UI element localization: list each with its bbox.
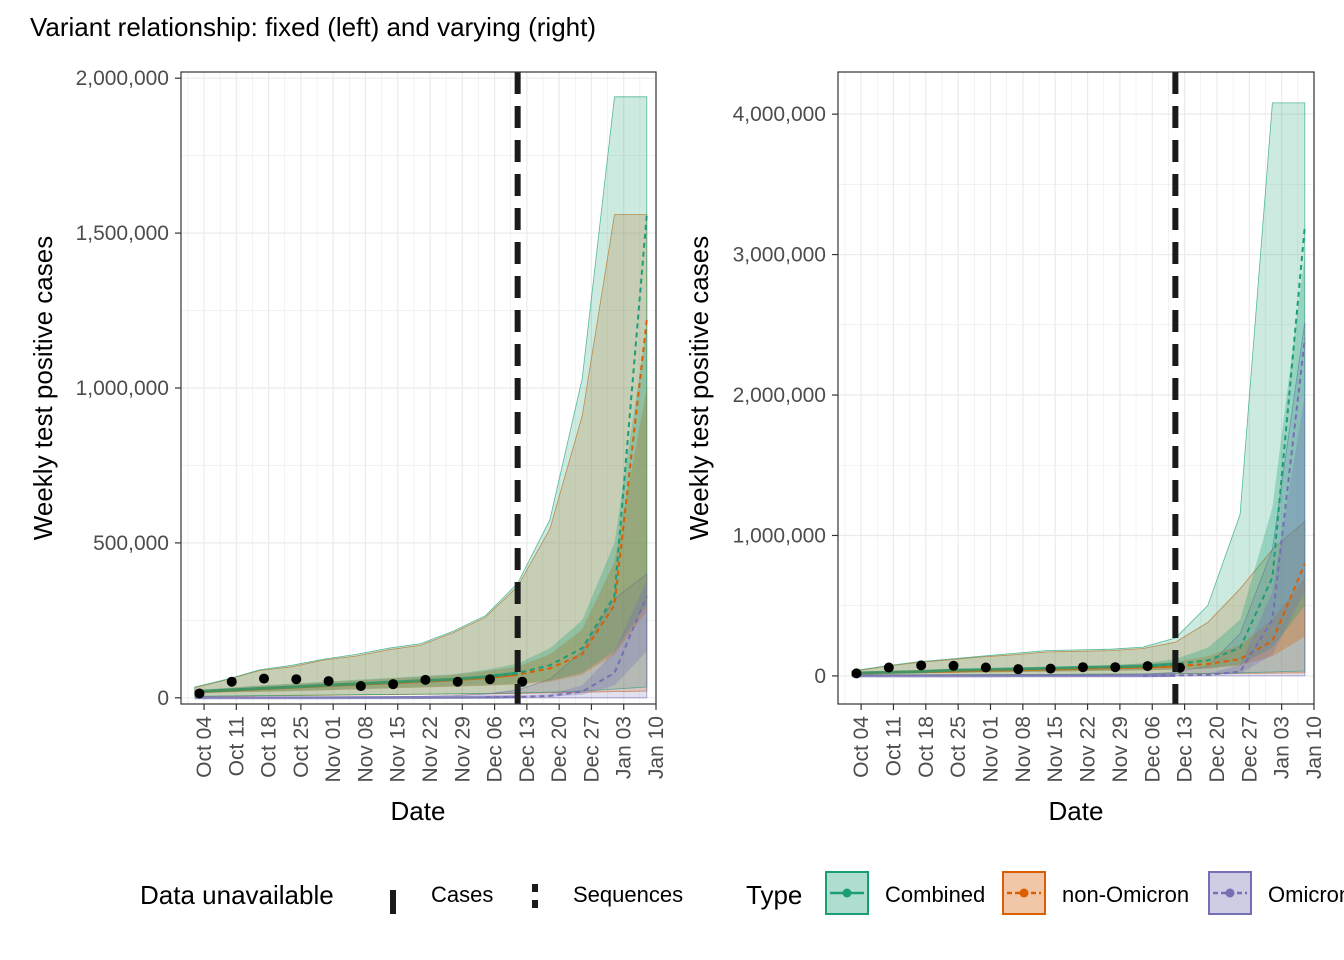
non-omicron-median-dashed-line [1142,563,1306,669]
x-tick-label: Dec 27 [1238,716,1261,783]
figure-title: Variant relationship: fixed (left) and v… [30,12,596,42]
legend: Data unavailable Cases Sequences Type Co… [140,871,1344,916]
y-tick-label: 4,000,000 [733,103,826,126]
x-tick-label: Dec 06 [484,716,507,783]
legend-cases-label: Cases [431,882,493,907]
combined-median-dashed-line [1142,226,1306,668]
x-tick-label: Nov 22 [419,716,442,783]
grid-lines [181,72,657,704]
case-point [484,674,495,685]
x-tick-label: Dec 20 [548,716,571,783]
x-tick-label: Oct 04 [850,716,873,778]
y-tick-label: 3,000,000 [733,244,826,267]
legend-type-label: non-Omicron [1062,882,1189,907]
x-tick-label: Nov 15 [387,716,410,783]
case-point [948,660,959,671]
legend-item-omicron: Omicron [1208,871,1344,915]
panel-background [838,72,1314,704]
panel-border [837,71,1315,705]
y-tick-label: 1,500,000 [76,222,169,245]
grid-lines [838,72,1315,704]
right-panel-varying: 0 1,000,000 2,000,000 3,000,000 4,000,000 Oct… [684,71,1326,826]
x-tick-label: Dec 27 [580,716,603,783]
omicron-inner-ribbon [194,580,647,698]
case-point [194,688,205,699]
case-point [1013,664,1024,675]
y-tick-label: 500,000 [93,532,169,555]
case-point [452,676,463,687]
y-tick-label: 2,000,000 [733,384,826,407]
plot-area [851,72,1306,704]
case-point [355,681,366,692]
plot-area [194,72,648,704]
x-tick-label: Oct 18 [258,716,281,778]
x-tick-label: Oct 25 [290,716,313,778]
legend-type-label: Combined [885,882,985,907]
x-tick-label: Oct 25 [947,716,970,778]
case-point [291,674,302,685]
combined-median-dashed-line [485,214,648,678]
omicron-median-solid-line [194,695,518,700]
x-tick-label: Jan 10 [1303,716,1326,779]
case-point [1077,662,1088,673]
legend-type-title: Type [746,880,802,910]
combined-median-solid-line [194,671,518,694]
x-tick-label: Dec 06 [1141,716,1164,783]
legend-item-combined: Combined [825,871,985,915]
case-point [259,673,270,684]
x-tick-label: Oct 11 [225,716,248,776]
legend-type-label: Omicron [1268,882,1344,907]
type-legend-items: Combined non-Omicron Omicron [825,871,1344,915]
y-axis-title: Weekly test positive cases [28,236,58,540]
x-tick-label: Nov 29 [451,716,474,783]
x-tick-label: Dec 13 [516,716,539,783]
x-tick-label: Nov 01 [980,716,1003,783]
legend-key-point-icon [1225,888,1235,898]
case-point [1110,662,1121,673]
y-tick-label: 2,000,000 [76,67,169,90]
x-tick-label: Nov 29 [1109,716,1132,783]
combined-inner-ribbon [851,254,1305,674]
combined-inner-ribbon [194,326,647,694]
x-tick-label: Jan 10 [645,716,668,779]
case-point [883,662,894,673]
omicron-median-dashed-line [1142,338,1306,677]
x-tick-label: Nov 01 [322,716,345,783]
case-point [916,660,927,671]
legend-item-non-omicron: non-Omicron [1002,871,1189,915]
left-panel-fixed: 0 500,000 1,000,000 1,500,000 2,000,000 Oct 0… [28,67,668,826]
x-tick-label: Dec 20 [1206,716,1229,783]
case-point [226,676,237,687]
x-axis-title: Date [1049,796,1104,826]
legend-sequences-label: Sequences [573,882,683,907]
y-axis-title: Weekly test positive cases [684,236,714,540]
x-tick-label: Nov 22 [1077,716,1100,783]
x-tick-label: Dec 13 [1174,716,1197,783]
y-tick-label: 0 [814,665,826,688]
x-tick-label: Nov 08 [1012,716,1035,783]
case-point [420,674,431,685]
x-tick-label: Oct 11 [882,716,905,776]
case-point [851,668,862,679]
legend-key-point-icon [842,888,852,898]
case-point [388,679,399,690]
x-tick-label: Oct 18 [915,716,938,778]
x-tick-label: Jan 03 [1271,716,1294,779]
y-tick-label: 0 [157,687,169,710]
x-axis-title: Date [391,796,446,826]
x-tick-label: Nov 08 [354,716,377,783]
legend-data-unavailable-title: Data unavailable [140,880,334,910]
x-tick-label: Jan 03 [613,716,636,779]
x-tick-label: Oct 04 [193,716,216,778]
case-point [980,662,991,673]
case-point [1142,661,1153,672]
x-tick-label: Nov 15 [1044,716,1067,783]
legend-key-point-icon [1019,888,1029,898]
case-point [323,676,334,687]
omicron-median-dashed-line [485,595,648,699]
case-point [1045,663,1056,674]
y-tick-label: 1,000,000 [76,377,169,400]
y-tick-label: 1,000,000 [733,524,826,547]
